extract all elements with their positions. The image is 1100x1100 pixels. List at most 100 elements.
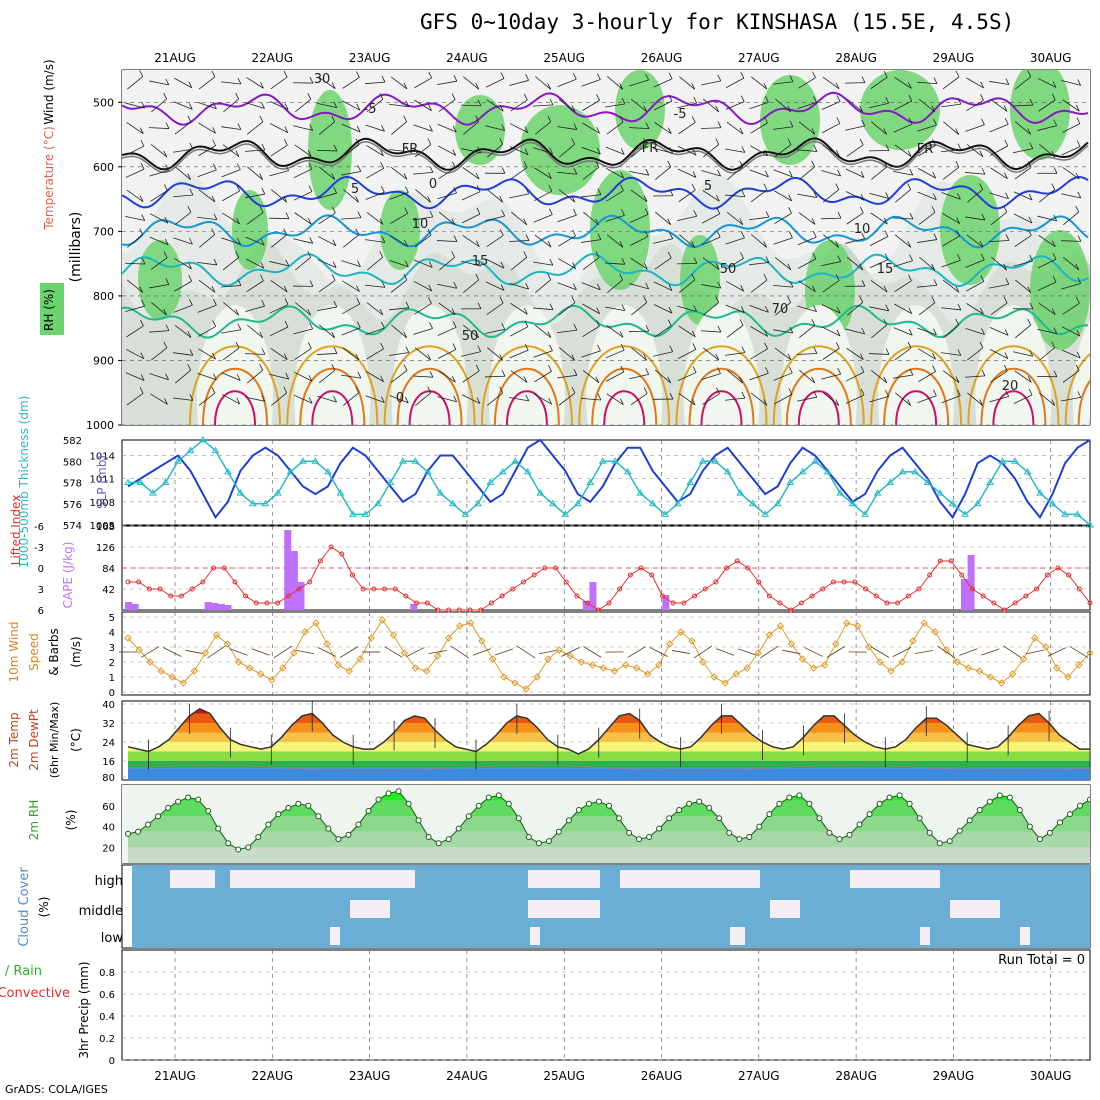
wind-barb-flag [883,71,888,78]
wind-ylabel-1: 10m Wind [7,622,21,683]
wind-barb [438,99,456,112]
wind-barb-flag [379,251,384,258]
wind-barb [366,212,384,225]
surface-isotherm-arc [797,390,840,425]
wind-barb-flag [237,279,242,286]
thickness-marker [224,467,232,475]
wind-barb-flag [189,238,193,245]
wind-speed-marker [411,664,420,672]
wind-barb-flag [356,71,360,78]
wind-barb [917,124,937,132]
wind-barb [678,279,696,293]
wind-barb [1014,279,1032,293]
wind-barb-flag [404,396,409,404]
wind-barb [581,79,601,87]
wind-barb-flag [1027,286,1032,293]
thickness-marker [211,446,220,454]
wind-barb [1015,121,1031,135]
thickness-marker [886,478,894,485]
wind-barb-flag [739,376,744,384]
wind-barb-flag [475,273,480,281]
wind-barb [605,215,625,222]
wind-barb [582,122,600,134]
wind-barb-flag [669,232,674,239]
wind-barb-10m [715,648,735,656]
wind-barb-flag [789,75,794,82]
wind-barb-flag [789,120,794,127]
wind-barb-flag [860,388,865,396]
wind-barb-flag [164,238,169,246]
wind-barb-flag [981,118,985,125]
wind-barb [989,396,1009,403]
wind-barb-flag [693,96,698,104]
wind-barb-flag [691,273,696,281]
rh-marker [305,802,312,809]
wind-barb [653,78,673,88]
thickness-marker [573,499,582,507]
wind-barb-flag [573,168,578,175]
wind-barb [823,234,839,248]
bottom-day-label: 30AUG [1030,1069,1072,1083]
wind-barb [270,189,288,203]
wind-barb [798,121,816,135]
wind-barb-flag [789,280,794,288]
wind-barb-flag [1004,329,1009,336]
lifted-index-marker [777,600,783,606]
wind-speed-marker [389,631,398,639]
wind-barb [773,329,793,334]
bottom-day-label: 24AUG [446,1069,488,1083]
wind-barb [534,190,552,202]
rh-dry-plume [586,305,663,425]
wind-barb-flag [933,233,938,240]
cape-bar [967,555,975,610]
wind-barb [774,347,792,361]
wind-barb [941,307,961,311]
wind-speed-marker [843,619,851,627]
wind-speed-marker [1008,670,1017,678]
wind-barb [869,236,889,246]
wind-barb [413,172,433,175]
surface-isotherm-arc [700,390,743,425]
wind-barb [676,262,698,265]
wind-barb-flag [883,376,888,384]
wind-barb [438,211,456,226]
wind-barb-flag [595,251,600,258]
wind-barb-flag [307,308,312,316]
thickness-marker [473,499,482,507]
wind-barb-flag [883,285,888,293]
wind-barb [1038,392,1056,406]
wind-barb [222,144,240,158]
wind-barb-flag [909,368,914,376]
wind-speed-marker [964,664,973,672]
wind-barb-flag [885,348,890,355]
wind-barb-flag [957,349,962,356]
wind-barb-flag [860,171,865,178]
wind-speed-marker [1086,649,1094,657]
wind-barb-flag [404,240,408,247]
wind-speed-marker [776,622,785,630]
surface-isotherm-arc [688,367,755,425]
wind-barb-flag [861,76,866,83]
wind-barb [583,211,599,226]
wind-barb [845,371,865,382]
wind-barb-flag [932,193,937,200]
wind-barb [1061,396,1081,402]
wind-barb [581,282,601,291]
lifted-index-marker [863,586,869,592]
wind-barb-10m [627,646,646,658]
rh-marker [295,800,302,807]
thickness-marker [636,489,645,496]
wind-barb-flag [548,184,553,192]
wind-barb [630,302,648,316]
wind-barb-flag [309,124,314,131]
lifted-index-marker [745,565,751,571]
wind-barb-flag [1075,104,1080,112]
rh-marker [395,788,402,795]
wind-barb [966,281,984,292]
wind-barb [966,144,984,158]
wind-barb-flag [667,376,672,384]
wind-barb [677,145,697,156]
wind-barb [943,324,959,339]
wind-barb [725,304,745,313]
thickness-marker [673,499,682,507]
